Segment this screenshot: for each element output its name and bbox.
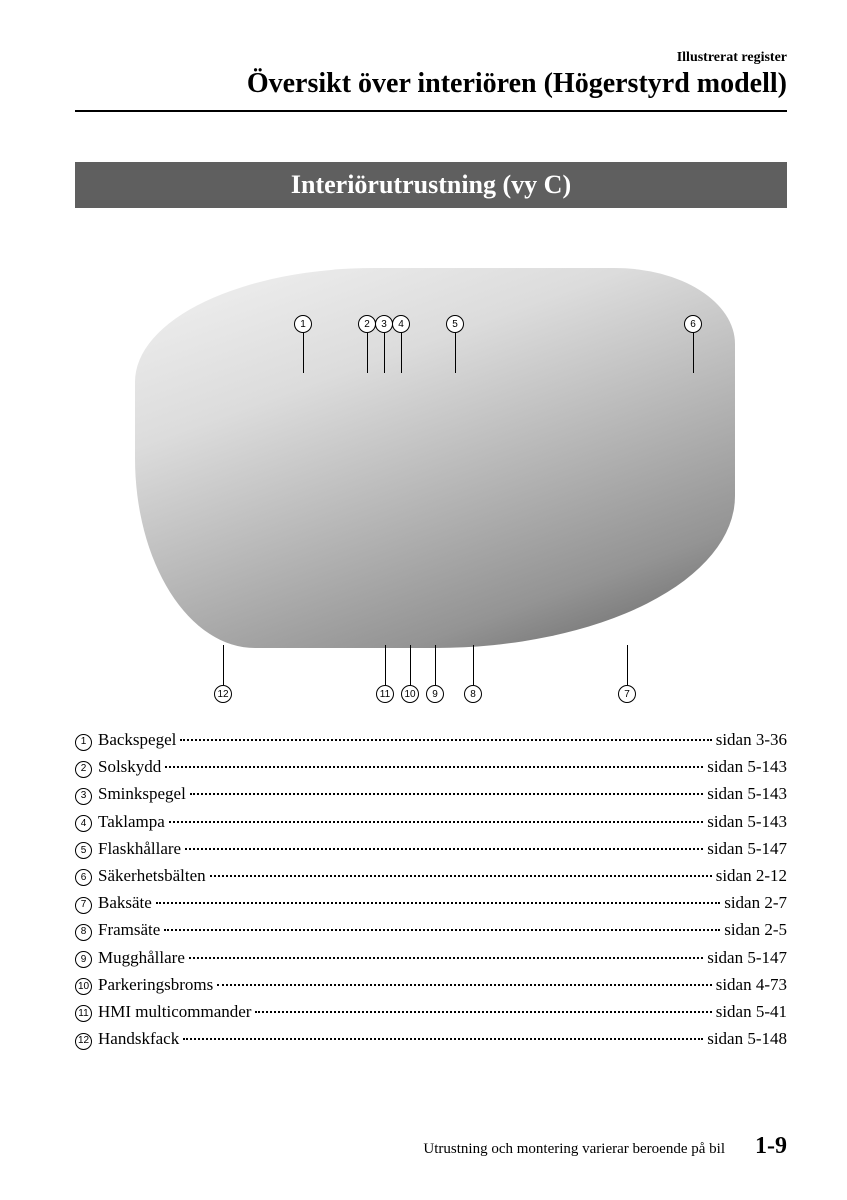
diagram-callout: 5 bbox=[446, 315, 464, 333]
index-item-page: sidan 4-73 bbox=[716, 971, 787, 998]
index-item-page: sidan 5-143 bbox=[707, 780, 787, 807]
index-item-dots bbox=[164, 929, 720, 931]
index-item-page: sidan 5-147 bbox=[707, 835, 787, 862]
index-list: 1 Backspegel sidan 3-36 2 Solskydd sidan 5-14… bbox=[75, 726, 787, 1052]
index-item-page: sidan 2-5 bbox=[724, 916, 787, 943]
diagram-leader-line bbox=[693, 333, 694, 373]
index-item: 8 Framsäte sidan 2-5 bbox=[75, 916, 787, 943]
index-item-dots bbox=[189, 957, 703, 959]
index-item: 5 Flaskhållare sidan 5-147 bbox=[75, 835, 787, 862]
diagram-leader-line bbox=[303, 333, 304, 373]
title-divider bbox=[75, 110, 787, 112]
index-item-dots bbox=[165, 766, 703, 768]
index-item-number: 9 bbox=[75, 951, 92, 968]
diagram-leader-line bbox=[401, 333, 402, 373]
index-item: 2 Solskydd sidan 5-143 bbox=[75, 753, 787, 780]
diagram-callout: 8 bbox=[464, 685, 482, 703]
index-item-label: Mugghållare bbox=[98, 944, 185, 971]
index-item-dots bbox=[210, 875, 712, 877]
diagram-leader-line bbox=[435, 645, 436, 685]
index-item: 7 Baksäte sidan 2-7 bbox=[75, 889, 787, 916]
index-item-label: HMI multicommander bbox=[98, 998, 251, 1025]
index-item-label: Framsäte bbox=[98, 916, 160, 943]
car-interior-illustration bbox=[135, 268, 735, 648]
index-item-label: Solskydd bbox=[98, 753, 161, 780]
index-item-dots bbox=[183, 1038, 703, 1040]
diagram-callout: 3 bbox=[375, 315, 393, 333]
diagram-callout: 6 bbox=[684, 315, 702, 333]
index-item-number: 4 bbox=[75, 815, 92, 832]
footer-note: Utrustning och montering varierar beroen… bbox=[423, 1141, 725, 1158]
index-item-number: 6 bbox=[75, 869, 92, 886]
index-item-number: 8 bbox=[75, 924, 92, 941]
index-item-dots bbox=[180, 739, 711, 741]
diagram-leader-line bbox=[410, 645, 411, 685]
index-item-page: sidan 2-7 bbox=[724, 889, 787, 916]
index-item-label: Taklampa bbox=[98, 808, 165, 835]
index-item-dots bbox=[190, 793, 703, 795]
index-item-label: Baksäte bbox=[98, 889, 152, 916]
index-item-number: 2 bbox=[75, 761, 92, 778]
page-header: Illustrerat register Översikt över inter… bbox=[75, 50, 787, 100]
diagram-leader-line bbox=[384, 333, 385, 373]
index-item: 3 Sminkspegel sidan 5-143 bbox=[75, 780, 787, 807]
index-item-dots bbox=[185, 848, 703, 850]
diagram-callout: 1 bbox=[294, 315, 312, 333]
index-item-label: Säkerhetsbälten bbox=[98, 862, 206, 889]
index-item-label: Sminkspegel bbox=[98, 780, 186, 807]
index-item: 11 HMI multicommander sidan 5-41 bbox=[75, 998, 787, 1025]
index-item: 1 Backspegel sidan 3-36 bbox=[75, 726, 787, 753]
index-item-page: sidan 3-36 bbox=[716, 726, 787, 753]
index-item-number: 1 bbox=[75, 734, 92, 751]
index-item-dots bbox=[217, 984, 711, 986]
diagram-callout: 7 bbox=[618, 685, 636, 703]
diagram-callout: 11 bbox=[376, 685, 394, 703]
index-item-label: Parkeringsbroms bbox=[98, 971, 213, 998]
index-item-number: 11 bbox=[75, 1005, 92, 1022]
index-item-dots bbox=[255, 1011, 711, 1013]
index-item-label: Handskfack bbox=[98, 1025, 179, 1052]
diagram-leader-line bbox=[627, 645, 628, 685]
index-item-number: 3 bbox=[75, 788, 92, 805]
diagram-leader-line bbox=[473, 645, 474, 685]
diagram-callout: 4 bbox=[392, 315, 410, 333]
index-item-page: sidan 5-148 bbox=[707, 1025, 787, 1052]
section-banner: Interiörutrustning (vy C) bbox=[75, 162, 787, 208]
index-item-page: sidan 5-143 bbox=[707, 808, 787, 835]
diagram-leader-line bbox=[385, 645, 386, 685]
index-item: 10 Parkeringsbroms sidan 4-73 bbox=[75, 971, 787, 998]
diagram-callout: 12 bbox=[214, 685, 232, 703]
index-item-number: 5 bbox=[75, 842, 92, 859]
index-item-label: Backspegel bbox=[98, 726, 176, 753]
footer-page-number: 1-9 bbox=[755, 1133, 787, 1160]
interior-diagram: 123456789101112 bbox=[75, 228, 787, 708]
diagram-callout: 2 bbox=[358, 315, 376, 333]
index-item-page: sidan 5-143 bbox=[707, 753, 787, 780]
diagram-leader-line bbox=[455, 333, 456, 373]
index-item-dots bbox=[156, 902, 720, 904]
diagram-leader-line bbox=[223, 645, 224, 685]
index-item-number: 10 bbox=[75, 978, 92, 995]
index-item-dots bbox=[169, 821, 703, 823]
index-item-number: 12 bbox=[75, 1033, 92, 1050]
page-footer: Utrustning och montering varierar beroen… bbox=[75, 1133, 787, 1160]
index-item: 12 Handskfack sidan 5-148 bbox=[75, 1025, 787, 1052]
page-title: Översikt över interiören (Högerstyrd mod… bbox=[75, 68, 787, 100]
breadcrumb: Illustrerat register bbox=[75, 50, 787, 66]
index-item-page: sidan 2-12 bbox=[716, 862, 787, 889]
diagram-leader-line bbox=[367, 333, 368, 373]
diagram-callout: 9 bbox=[426, 685, 444, 703]
index-item-page: sidan 5-147 bbox=[707, 944, 787, 971]
index-item: 9 Mugghållare sidan 5-147 bbox=[75, 944, 787, 971]
index-item: 4 Taklampa sidan 5-143 bbox=[75, 808, 787, 835]
index-item-number: 7 bbox=[75, 897, 92, 914]
index-item: 6 Säkerhetsbälten sidan 2-12 bbox=[75, 862, 787, 889]
diagram-callout: 10 bbox=[401, 685, 419, 703]
index-item-label: Flaskhållare bbox=[98, 835, 181, 862]
index-item-page: sidan 5-41 bbox=[716, 998, 787, 1025]
